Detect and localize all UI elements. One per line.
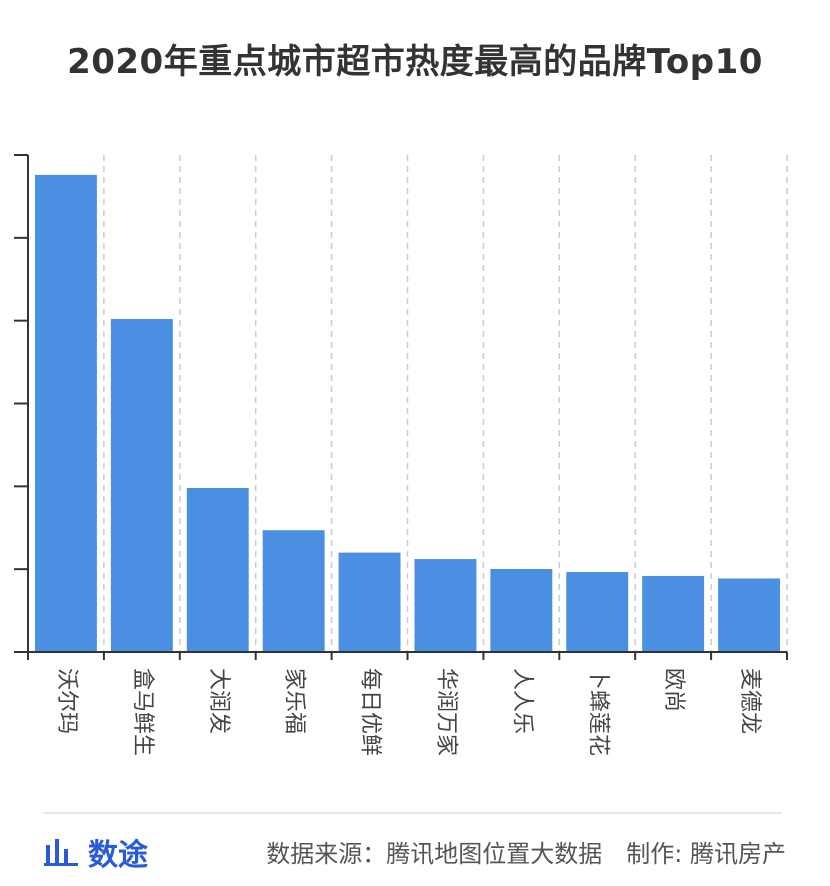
bar-chart-icon (44, 839, 78, 866)
x-tick-label: 卜蜂莲花 (585, 668, 610, 756)
brand-logo: 数途 (44, 830, 148, 874)
x-tick-label: 每日优鲜 (358, 668, 383, 756)
bar (35, 174, 97, 652)
logo-text: 数途 (88, 838, 148, 873)
x-tick-label: 人人乐 (509, 668, 534, 734)
bar (338, 552, 401, 652)
x-tick-label: 大润发 (206, 668, 231, 734)
x-tick-label: 家乐福 (282, 668, 307, 734)
x-tick-label: 华润万家 (433, 668, 458, 756)
bar (110, 319, 173, 652)
bar (186, 487, 249, 652)
bar-chart: 沃尔玛 盒马鲜生 大润发 家乐福 每日优鲜 华润万家 人人乐 卜蜂莲花 欧尚 麦德龙 (14, 154, 788, 756)
bar (414, 559, 477, 652)
bar (262, 530, 325, 652)
x-tick-label: 盒马鲜生 (130, 668, 155, 756)
x-tick-label: 麦德龙 (737, 668, 762, 734)
x-tick-label: 沃尔玛 (54, 668, 79, 734)
bar (642, 575, 705, 652)
bar (490, 569, 553, 652)
bar (718, 578, 780, 652)
chart-title: 2020年重点城市超市热度最高的品牌Top10 (67, 42, 763, 82)
data-source: 数据来源：腾讯地图位置大数据 制作: 腾讯房产 (266, 840, 786, 868)
x-tick-label: 欧尚 (661, 668, 686, 712)
footer-divider (44, 812, 782, 814)
bar (566, 571, 629, 652)
